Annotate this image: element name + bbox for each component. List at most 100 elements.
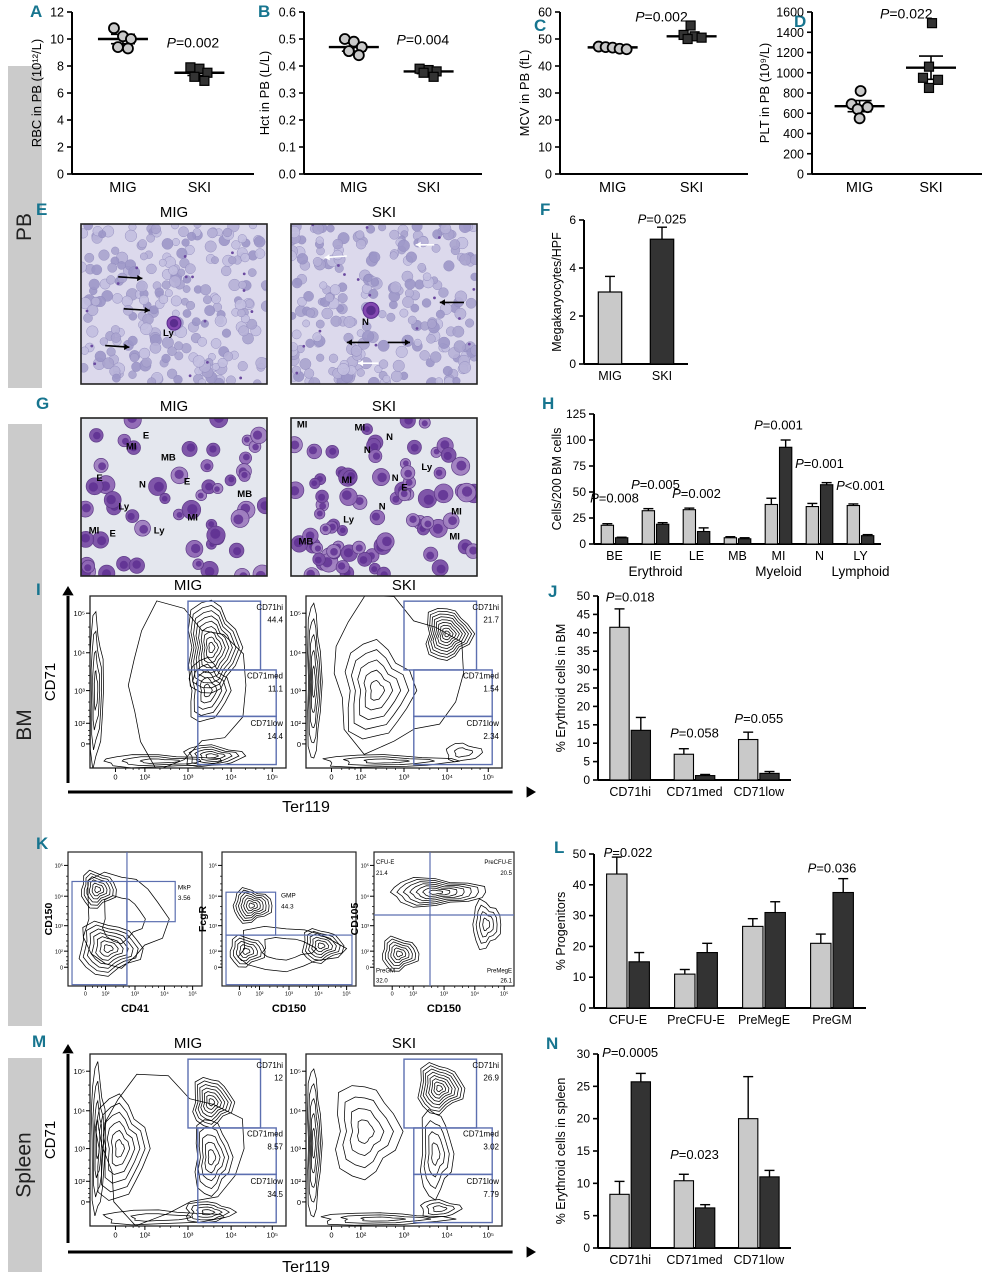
svg-text:44.3: 44.3 [281,903,294,910]
panel-letter-i: I [36,580,41,599]
svg-text:N: N [392,473,399,484]
svg-text:20: 20 [577,699,591,713]
svg-text:10⁵: 10⁵ [267,773,278,782]
svg-text:10: 10 [50,33,64,47]
scatter-hct: 0.0 0.1 0.2 0.3 0.4 0.5 0.6 Hct in PB (L/L) MIG S… [257,6,482,196]
svg-text:CFU-E: CFU-E [376,860,394,866]
svg-text:34.5: 34.5 [267,1190,283,1199]
svg-text:% Erythroid cells in spleen: % Erythroid cells in spleen [554,1078,568,1225]
svg-text:30: 30 [577,663,591,677]
svg-text:Ly: Ly [343,514,354,525]
svg-text:SKI: SKI [652,369,672,383]
svg-text:CD71low: CD71low [733,785,785,799]
svg-text:Myeloid: Myeloid [755,564,802,579]
svg-text:CD71med: CD71med [463,672,499,681]
svg-text:10²: 10² [290,719,301,728]
svg-text:CD71low: CD71low [467,719,500,728]
svg-text:0.4: 0.4 [279,60,296,74]
svg-text:CD71med: CD71med [666,785,722,799]
row-label-pb-text: PB [12,212,36,242]
svg-text:P=0.001: P=0.001 [795,456,844,471]
svg-text:Lymphoid: Lymphoid [831,564,889,579]
svg-text:MI: MI [772,549,786,563]
svg-text:10²: 10² [55,949,63,955]
panel-letter-b: B [258,2,271,21]
svg-text:50: 50 [573,847,587,861]
svg-text:0: 0 [297,740,301,749]
svg-text:CD150: CD150 [43,902,55,935]
svg-text:25: 25 [573,511,587,525]
svg-text:10⁴: 10⁴ [441,1231,453,1240]
svg-text:6: 6 [57,87,64,101]
svg-text:50: 50 [538,33,552,47]
svg-text:0.1: 0.1 [279,141,296,155]
scatter-mcv: 0 10 20 30 40 50 60 MCV in PB (fL) MIG SKI P=0.002 [517,6,748,196]
svg-text:Hct in PB (L/L): Hct in PB (L/L) [257,51,272,136]
svg-text:0: 0 [329,1231,333,1240]
svg-text:CD41: CD41 [121,1003,149,1015]
svg-text:P=0.008: P=0.008 [590,490,639,505]
svg-text:CD71: CD71 [42,1121,59,1159]
panel-letter-k: K [36,834,49,853]
svg-text:P=0.002: P=0.002 [635,9,688,25]
svg-text:PreGM: PreGM [812,1013,852,1027]
svg-text:25: 25 [577,1079,591,1093]
svg-text:P<0.001: P<0.001 [836,478,885,493]
svg-text:100: 100 [566,433,586,447]
svg-text:CD71hi: CD71hi [609,785,651,799]
svg-text:N: N [386,432,393,443]
svg-text:CD71low: CD71low [733,1253,785,1267]
svg-text:11.1: 11.1 [268,684,284,693]
svg-text:10²: 10² [139,773,150,782]
svg-text:N: N [139,480,146,491]
svg-text:10⁵: 10⁵ [188,991,196,998]
svg-text:12: 12 [274,1074,283,1083]
svg-text:25: 25 [577,681,591,695]
svg-text:0: 0 [366,965,369,971]
svg-text:10³: 10³ [361,924,369,930]
panel-letter-g: G [36,394,50,413]
svg-text:0: 0 [583,1241,590,1255]
svg-text:10³: 10³ [183,773,194,782]
svg-text:3.02: 3.02 [483,1142,499,1151]
svg-text:20: 20 [573,939,587,953]
svg-text:0.3: 0.3 [279,87,296,101]
svg-text:% Erythroid cells in BM: % Erythroid cells in BM [554,624,568,753]
svg-text:10⁵: 10⁵ [483,1231,494,1240]
svg-text:SKI: SKI [919,180,942,196]
svg-text:26.9: 26.9 [483,1074,499,1083]
svg-text:10³: 10³ [55,924,63,930]
svg-text:SKI: SKI [392,577,416,594]
svg-text:30: 30 [573,909,587,923]
svg-text:CD71: CD71 [42,663,59,701]
svg-text:Ter119: Ter119 [282,1259,330,1276]
svg-text:MB: MB [161,453,176,464]
svg-text:1400: 1400 [776,26,804,40]
svg-text:PreGM: PreGM [376,969,395,975]
flow-bm-cd71-ter119: CD71 Ter119 MIG 0 10² 10³ 10⁴ 10⁵ 10⁵ 10⁴ 10³ 10² 0 C… [42,577,536,816]
svg-text:50: 50 [577,589,591,603]
svg-text:600: 600 [783,107,804,121]
svg-text:400: 400 [783,127,804,141]
svg-text:10³: 10³ [399,773,410,782]
svg-text:10⁴: 10⁴ [225,1231,237,1240]
svg-text:10: 10 [573,970,587,984]
svg-text:1600: 1600 [776,6,804,20]
svg-text:PreMegE: PreMegE [738,1013,790,1027]
svg-text:MCV in PB (fL): MCV in PB (fL) [517,50,532,137]
svg-text:0: 0 [391,992,394,998]
svg-text:MI: MI [89,525,100,536]
svg-text:CD71med: CD71med [666,1253,722,1267]
svg-text:0: 0 [81,740,85,749]
panel-letter-a: A [30,2,43,21]
svg-text:P=0.002: P=0.002 [167,35,220,51]
svg-text:20: 20 [538,114,552,128]
svg-text:P=0.022: P=0.022 [604,845,653,860]
svg-text:GMP: GMP [281,893,296,900]
panel-letter-n: N [546,1034,559,1053]
svg-text:CD71low: CD71low [251,1177,284,1186]
svg-text:P=0.036: P=0.036 [808,860,857,875]
svg-text:LE: LE [689,549,704,563]
svg-text:10⁴: 10⁴ [209,893,218,900]
